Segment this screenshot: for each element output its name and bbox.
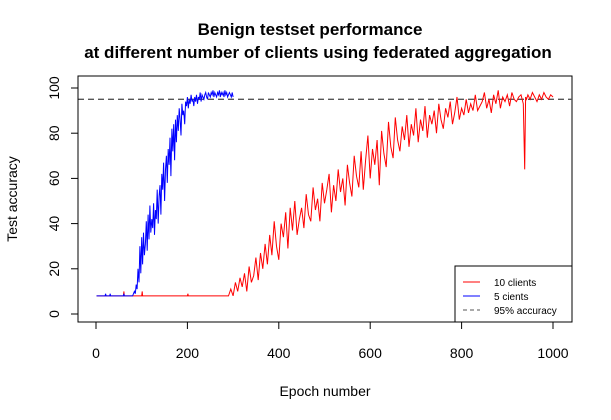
- chart-subtitle: at different number of clients using fed…: [84, 43, 552, 62]
- legend-label-10-clients: 10 clients: [494, 278, 536, 289]
- y-tick-label-20: 20: [46, 261, 62, 277]
- legend: 10 clients 5 cients 95% accuracy: [454, 265, 573, 323]
- series-line-1: [96, 90, 234, 297]
- y-axis-label: Test accuracy: [4, 156, 20, 242]
- x-tick-label-1000: 1000: [537, 345, 568, 361]
- y-axis: 0 20 40 60 80 100: [46, 76, 79, 318]
- y-tick-label-80: 80: [46, 125, 62, 141]
- legend-label-95-accuracy: 95% accuracy: [494, 306, 557, 317]
- x-tick-label-800: 800: [450, 345, 474, 361]
- y-tick-label-60: 60: [46, 170, 62, 186]
- chart-title: Benign testset performance: [198, 20, 423, 39]
- x-tick-label-0: 0: [92, 345, 100, 361]
- y-tick-label-100: 100: [46, 76, 62, 100]
- y-tick-label-40: 40: [46, 216, 62, 232]
- x-tick-label-200: 200: [176, 345, 200, 361]
- series-layer: [96, 90, 554, 297]
- x-axis-label: Epoch number: [279, 383, 370, 399]
- series-line-0: [96, 90, 554, 297]
- legend-box: [454, 265, 573, 323]
- x-axis: 0 200 400 600 800 1000: [92, 321, 569, 361]
- y-tick-label-0: 0: [46, 310, 62, 318]
- x-tick-label-600: 600: [359, 345, 383, 361]
- legend-label-5-clients: 5 cients: [494, 292, 528, 303]
- x-tick-label-400: 400: [267, 345, 291, 361]
